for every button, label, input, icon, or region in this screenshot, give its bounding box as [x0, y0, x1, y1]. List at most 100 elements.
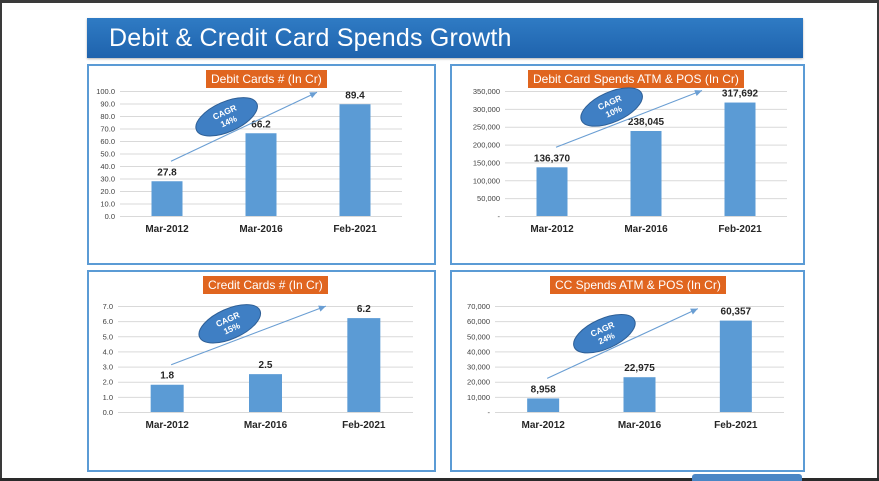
cagr-ellipse — [195, 97, 258, 137]
data-label: 60,357 — [721, 307, 752, 318]
x-tick-label: Mar-2012 — [145, 420, 189, 431]
data-label: 8,958 — [531, 384, 556, 395]
y-tick-label: 20.0 — [100, 187, 115, 196]
data-label: 27.8 — [157, 167, 177, 178]
y-tick-label: 0.0 — [103, 408, 113, 417]
chart-panel-credit-cards: Credit Cards # (In Cr) 0.0 1.0 2.0 3.0 4.0 5.… — [87, 270, 436, 472]
cagr-arrowhead — [690, 308, 698, 315]
cagr-ellipse — [573, 314, 636, 354]
window-frame-left — [0, 0, 2, 481]
x-tick-label: Mar-2016 — [239, 224, 283, 235]
y-tick-label: 20,000 — [467, 378, 490, 387]
data-label: 89.4 — [345, 90, 365, 101]
chart-panel-debit-spends: Debit Card Spends ATM & POS (In Cr) - 50,… — [450, 64, 805, 265]
chart-title: Debit Cards # (In Cr) — [206, 70, 327, 88]
bar — [623, 377, 656, 412]
chart-title: Debit Card Spends ATM & POS (In Cr) — [528, 70, 744, 88]
cagr-arrowhead — [309, 92, 317, 99]
y-tick-label: 1.0 — [103, 393, 113, 402]
cagr-arrow-line — [546, 308, 699, 379]
bar — [151, 181, 183, 216]
bar — [339, 104, 371, 216]
x-tick-label: Mar-2016 — [244, 420, 288, 431]
y-tick-label: 10,000 — [467, 393, 490, 402]
data-label: 1.8 — [160, 371, 174, 382]
bar — [630, 130, 662, 216]
y-tick-label: 250,000 — [473, 123, 500, 132]
window-frame-bottom — [0, 478, 879, 481]
y-tick-label: 60,000 — [467, 317, 490, 326]
chart-title: CC Spends ATM & POS (In Cr) — [550, 276, 726, 294]
y-tick-label: 6.0 — [103, 317, 113, 326]
window-frame-top — [0, 0, 879, 3]
y-tick-label: 4.0 — [103, 347, 113, 356]
y-tick-label: 3.0 — [103, 363, 113, 372]
bar — [249, 374, 282, 412]
cagr-arrowhead — [318, 305, 326, 312]
cagr-arrowhead — [694, 90, 702, 97]
data-label: 2.5 — [259, 360, 273, 371]
data-label: 136,370 — [534, 153, 571, 164]
y-tick-label: 300,000 — [473, 105, 500, 114]
bar — [527, 398, 560, 412]
bar — [347, 318, 381, 412]
x-tick-label: Mar-2016 — [618, 420, 662, 431]
chart-svg: - 10,000 20,000 30,000 40,000 50,000 60,000 70,… — [467, 302, 784, 431]
y-tick-label: 80.0 — [100, 112, 115, 121]
y-tick-label: 5.0 — [103, 332, 113, 341]
y-tick-label: 50.0 — [100, 150, 115, 159]
y-tick-label: 40.0 — [100, 162, 115, 171]
chart-svg: 0.0 1.0 2.0 3.0 4.0 5.0 6.0 7.0 1.8 Mar-2012 2.5 Ma… — [103, 302, 413, 431]
cagr-arrow-line — [170, 305, 327, 366]
y-tick-label: 40,000 — [467, 347, 490, 356]
y-tick-label: 30.0 — [100, 175, 115, 184]
y-tick-label: 2.0 — [103, 378, 113, 387]
bar — [245, 133, 277, 216]
chart-title: Credit Cards # (In Cr) — [203, 276, 328, 294]
data-label: 317,692 — [722, 89, 759, 100]
chart-svg: - 50,000 100,000 150,000 200,000 250,000 300,0… — [473, 87, 787, 235]
y-tick-label: 50,000 — [477, 194, 500, 203]
y-tick-label: 60.0 — [100, 137, 115, 146]
y-tick-label: 70.0 — [100, 125, 115, 134]
y-tick-label: 0.0 — [105, 212, 115, 221]
y-tick-label: 200,000 — [473, 141, 500, 150]
bar — [536, 167, 568, 216]
chart-panel-cc-spends: CC Spends ATM & POS (In Cr) - 10,000 20,00… — [450, 270, 805, 472]
x-tick-label: Mar-2012 — [530, 224, 574, 235]
y-tick-label: 100.0 — [96, 87, 115, 96]
chart-svg: 0.0 10.0 20.0 30.0 40.0 50.0 60.0 70.0 80.0 90.0 1… — [96, 87, 402, 235]
y-tick-label: 150,000 — [473, 158, 500, 167]
x-tick-label: Feb-2021 — [342, 420, 386, 431]
chart-panel-debit-cards: Debit Cards # (In Cr) 0.0 10.0 20.0 30.0 40.… — [87, 64, 436, 265]
x-tick-label: Mar-2012 — [521, 420, 565, 431]
y-tick-label: 350,000 — [473, 87, 500, 96]
y-tick-label: 30,000 — [467, 363, 490, 372]
x-tick-label: Mar-2012 — [145, 224, 189, 235]
window-frame-right — [877, 0, 879, 481]
bar — [724, 102, 756, 216]
cagr-arrow-line — [170, 91, 318, 162]
y-tick-label: 10.0 — [100, 200, 115, 209]
x-tick-label: Mar-2016 — [624, 224, 668, 235]
data-label: 22,975 — [624, 363, 655, 374]
y-tick-label: 7.0 — [103, 302, 113, 311]
data-label: 66.2 — [251, 119, 271, 130]
data-label: 6.2 — [357, 304, 371, 315]
page-title: Debit & Credit Card Spends Growth — [109, 24, 512, 52]
y-tick-label: 90.0 — [100, 100, 115, 109]
x-tick-label: Feb-2021 — [718, 224, 762, 235]
x-tick-label: Feb-2021 — [333, 224, 377, 235]
bar — [719, 320, 752, 412]
y-tick-label: 50,000 — [467, 332, 490, 341]
cagr-arrow-line — [555, 90, 703, 148]
title-banner: Debit & Credit Card Spends Growth — [87, 18, 803, 58]
bottom-tab — [692, 474, 802, 481]
bar — [150, 384, 184, 412]
x-tick-label: Feb-2021 — [714, 420, 758, 431]
y-tick-label: - — [488, 408, 491, 417]
